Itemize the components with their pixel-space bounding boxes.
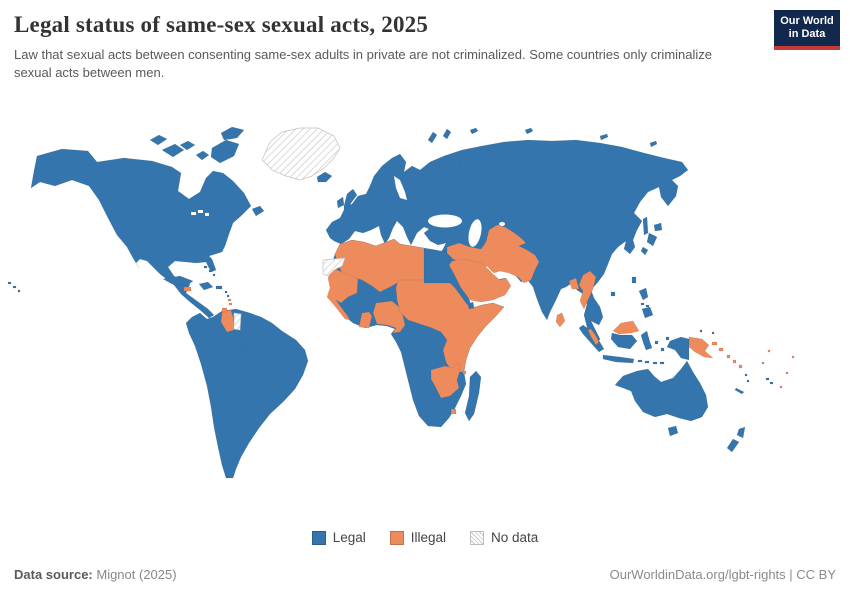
legend-swatch-nodata (470, 530, 485, 545)
legend-item-nodata[interactable]: No data (470, 530, 538, 545)
country-ireland[interactable] (336, 196, 345, 209)
country-sri-lanka[interactable] (555, 312, 566, 328)
region-west-new-guinea[interactable] (666, 336, 690, 361)
territory-western-sahara[interactable] (322, 257, 346, 277)
islands-pacific-legal[interactable] (7, 281, 774, 395)
region-arctic-islands[interactable] (149, 126, 658, 217)
region-malaysia-peninsula[interactable] (587, 328, 600, 346)
region-ghana-togo[interactable] (358, 311, 373, 329)
legend-item-illegal[interactable]: Illegal (389, 530, 447, 545)
country-australia[interactable] (614, 360, 709, 422)
island-sakhalin[interactable] (642, 216, 649, 236)
owid-logo-accent-strip (774, 46, 840, 50)
chart-header: Legal status of same-sex sexual acts, 20… (14, 12, 764, 82)
legend-swatch-legal (311, 530, 326, 545)
island-tasmania[interactable] (667, 425, 679, 437)
country-jamaica[interactable] (183, 286, 192, 292)
chart-subtitle: Law that sexual acts between consenting … (14, 47, 713, 81)
map-legend: Legal Illegal No data (0, 530, 850, 545)
legend-item-legal[interactable]: Legal (311, 530, 366, 545)
region-chad-sudan-east-africa[interactable] (395, 279, 505, 373)
page-title: Legal status of same-sex sexual acts, 20… (14, 12, 429, 37)
islands-lesser-antilles[interactable] (224, 290, 230, 298)
country-hispaniola[interactable] (198, 281, 214, 291)
country-djibouti[interactable] (467, 301, 475, 310)
islands-caribbean-illegal[interactable] (221, 298, 233, 313)
country-japan[interactable] (640, 222, 663, 256)
country-philippines[interactable] (638, 287, 654, 319)
chart-footer: Data source: Mignot (2025) OurWorldinDat… (14, 567, 836, 582)
islands-pacific-illegal[interactable] (761, 349, 795, 389)
region-zambia-zimbabwe-malawi[interactable] (430, 361, 462, 399)
island-taiwan[interactable] (631, 276, 637, 284)
region-north-america[interactable] (30, 148, 252, 319)
islands-bahamas[interactable] (203, 265, 216, 277)
legend-label-legal: Legal (332, 530, 366, 545)
region-arabian-peninsula[interactable] (448, 258, 512, 303)
country-eswatini[interactable] (450, 408, 457, 415)
country-indonesia[interactable] (578, 324, 670, 365)
owid-logo-line2: in Data (788, 28, 826, 40)
owid-logo-line1: Our World (780, 15, 834, 28)
region-north-borneo[interactable] (612, 320, 640, 335)
country-iceland[interactable] (316, 171, 333, 183)
country-myanmar[interactable] (578, 270, 597, 310)
data-source: Data source: Mignot (2025) (14, 567, 177, 582)
legend-swatch-illegal (389, 530, 404, 545)
region-nigeria-cameroon[interactable] (372, 300, 406, 334)
region-south-america[interactable] (185, 308, 309, 479)
country-comoros[interactable] (462, 370, 467, 375)
data-source-label: Data source: (14, 567, 93, 582)
country-papua-new-guinea[interactable] (688, 336, 743, 369)
data-source-value: Mignot (2025) (92, 567, 177, 582)
country-borders (99, 159, 596, 399)
country-suriname[interactable] (233, 312, 242, 331)
country-puerto-rico[interactable] (215, 285, 223, 290)
country-cuba[interactable] (162, 275, 194, 287)
legend-label-illegal: Illegal (410, 530, 447, 545)
attribution-link[interactable]: OurWorldinData.org/lgbt-rights | CC BY (609, 567, 836, 582)
country-new-zealand[interactable] (726, 426, 746, 453)
island-hainan[interactable] (610, 291, 616, 297)
inland-water (191, 176, 505, 247)
country-madagascar[interactable] (464, 370, 482, 422)
legend-label-nodata: No data (491, 530, 539, 545)
country-bangladesh[interactable] (568, 277, 580, 290)
country-greenland[interactable] (261, 127, 341, 181)
region-west-africa-coast[interactable] (326, 267, 359, 321)
country-guyana[interactable] (220, 309, 235, 333)
owid-logo[interactable]: Our World in Data (774, 10, 840, 50)
